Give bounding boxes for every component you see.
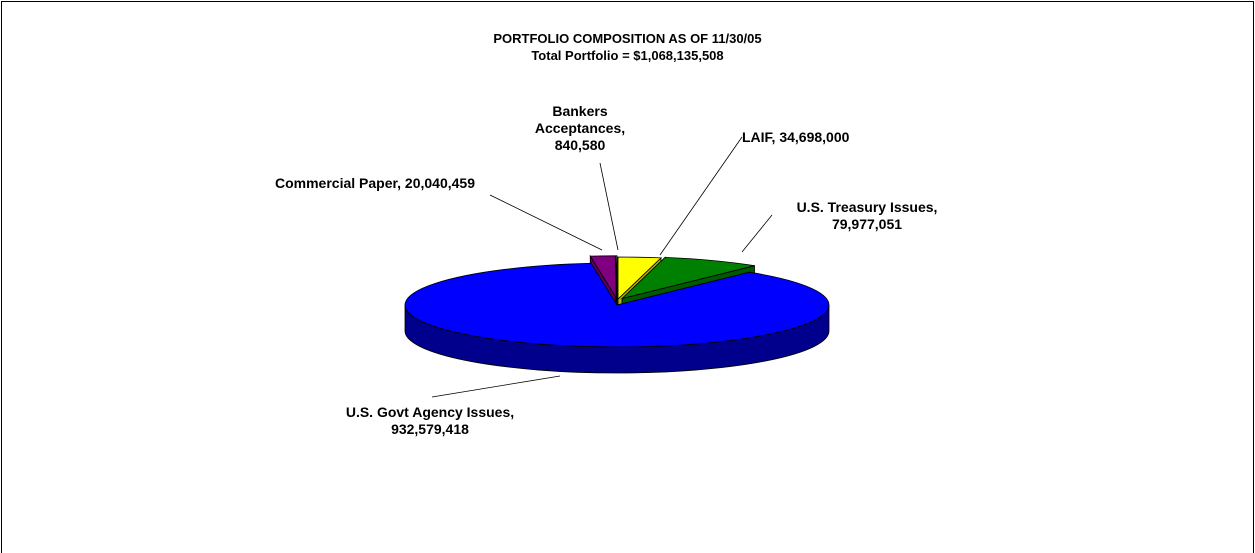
pie-slice bbox=[620, 256, 755, 300]
data-label: U.S. Govt Agency Issues, 932,579,418 bbox=[345, 404, 515, 437]
leader-line bbox=[431, 375, 561, 398]
chart-title: PORTFOLIO COMPOSITION AS OF 11/30/05 bbox=[493, 31, 762, 46]
pie-slice bbox=[617, 256, 662, 300]
chart-subtitle: Total Portfolio = $1,068,135,508 bbox=[531, 48, 724, 63]
leader-line bbox=[489, 194, 603, 251]
leader-line bbox=[659, 136, 743, 256]
data-label: Commercial Paper, 20,040,459 bbox=[274, 175, 476, 191]
pie-slice bbox=[404, 262, 830, 348]
data-label: U.S. Treasury Issues, 79,977,051 bbox=[796, 199, 938, 232]
leader-line bbox=[741, 214, 773, 253]
data-label: LAIF, 34,698,000 bbox=[742, 129, 850, 145]
pie-slice bbox=[615, 255, 618, 298]
pie-slice bbox=[589, 255, 617, 300]
data-label: Bankers Acceptances, 840,580 bbox=[534, 103, 626, 153]
leader-line bbox=[599, 162, 619, 251]
